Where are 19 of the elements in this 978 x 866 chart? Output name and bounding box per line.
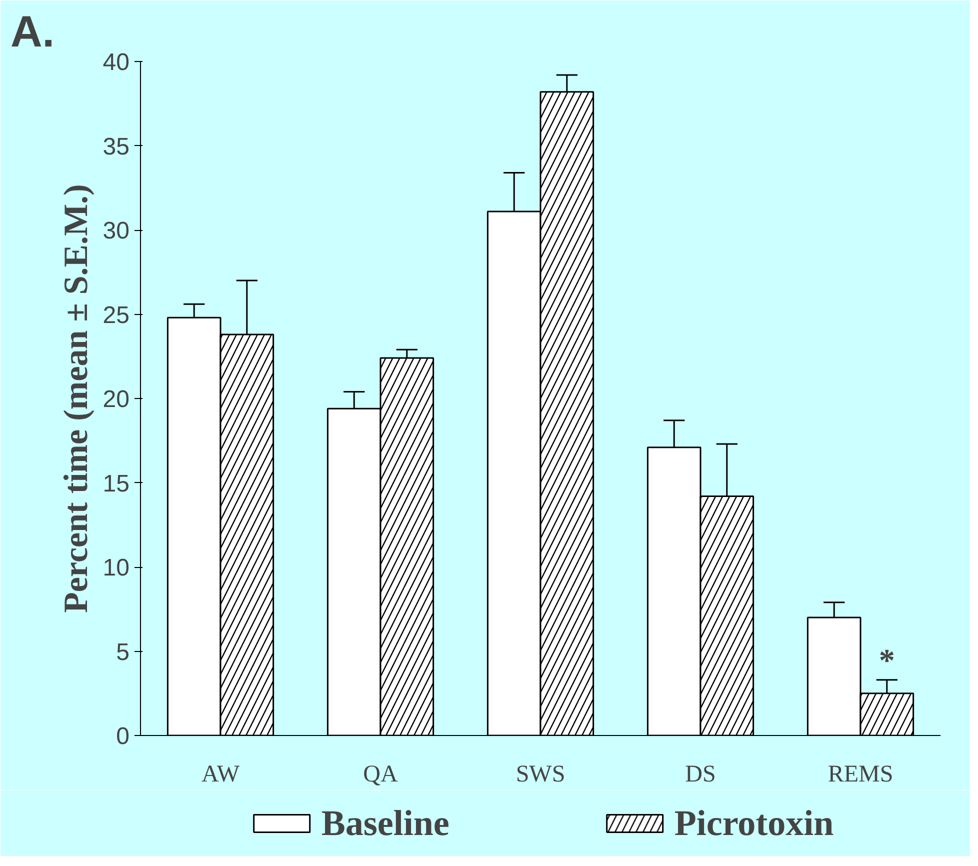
x-tick-label: QA bbox=[363, 762, 398, 788]
legend-label: Baseline bbox=[321, 802, 450, 844]
legend-label: Picrotoxin bbox=[674, 802, 834, 844]
y-tick-label: 20 bbox=[102, 386, 130, 413]
y-tick-label: 40 bbox=[102, 49, 130, 76]
chart-title: A. bbox=[10, 8, 54, 56]
y-tick-label: 0 bbox=[116, 723, 130, 750]
annotation: * bbox=[878, 642, 895, 678]
y-tick-label: 5 bbox=[116, 638, 130, 666]
y-axis-title: Percent time (mean ± S.E.M.) bbox=[58, 184, 95, 613]
x-tick-label: DS bbox=[685, 762, 716, 788]
y-tick-label: 10 bbox=[102, 554, 130, 582]
x-tick-label: SWS bbox=[516, 762, 566, 788]
y-tick-label: 30 bbox=[102, 218, 130, 244]
x-tick-label: REMS bbox=[828, 762, 894, 788]
y-tick-label: 35 bbox=[102, 133, 130, 160]
y-tick-label: 15 bbox=[102, 470, 130, 498]
y-tick-label: 25 bbox=[102, 302, 130, 329]
x-tick-label: AW bbox=[201, 762, 240, 788]
